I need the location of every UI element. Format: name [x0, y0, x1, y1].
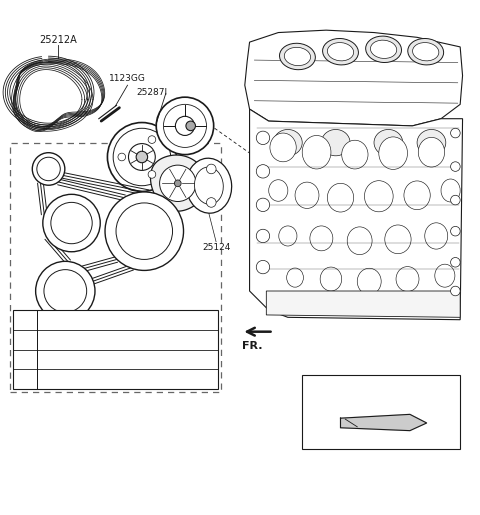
Text: AIR CON COMPRESSOR: AIR CON COMPRESSOR: [40, 335, 138, 344]
Ellipse shape: [322, 129, 350, 156]
Text: ALTERNATOR: ALTERNATOR: [40, 316, 95, 324]
Ellipse shape: [379, 137, 408, 169]
Circle shape: [136, 151, 148, 163]
Circle shape: [36, 261, 95, 321]
Ellipse shape: [347, 227, 372, 254]
Bar: [12, 310, 218, 389]
Ellipse shape: [327, 183, 354, 212]
Ellipse shape: [327, 43, 354, 61]
Circle shape: [256, 261, 270, 274]
Circle shape: [256, 229, 270, 243]
Polygon shape: [245, 30, 463, 126]
Ellipse shape: [323, 39, 359, 65]
Ellipse shape: [371, 40, 396, 58]
Circle shape: [206, 164, 216, 174]
Text: 25124: 25124: [202, 244, 230, 252]
Ellipse shape: [418, 138, 444, 167]
Circle shape: [108, 123, 176, 192]
Ellipse shape: [320, 267, 342, 291]
Ellipse shape: [404, 181, 430, 210]
Polygon shape: [266, 291, 460, 317]
Circle shape: [148, 136, 156, 143]
Ellipse shape: [357, 268, 381, 295]
Text: CRANKSHAFT: CRANKSHAFT: [40, 375, 96, 384]
Ellipse shape: [417, 129, 446, 156]
Circle shape: [148, 170, 156, 178]
Ellipse shape: [435, 264, 455, 287]
Text: WATER PUMP: WATER PUMP: [40, 355, 96, 364]
Circle shape: [256, 131, 270, 145]
Ellipse shape: [287, 268, 303, 287]
Circle shape: [256, 198, 270, 212]
Bar: [302, 375, 460, 449]
Text: CS: CS: [15, 375, 28, 384]
Ellipse shape: [366, 36, 401, 62]
Circle shape: [451, 128, 460, 138]
Text: WP: WP: [15, 355, 31, 364]
Circle shape: [116, 203, 172, 260]
Circle shape: [451, 195, 460, 205]
Circle shape: [186, 121, 195, 131]
Bar: [0, 28, 116, 147]
Circle shape: [451, 162, 460, 171]
Text: CS: CS: [137, 226, 152, 236]
Text: 1140EV: 1140EV: [125, 236, 159, 245]
Ellipse shape: [408, 39, 444, 65]
Text: 21451B: 21451B: [364, 381, 398, 390]
Ellipse shape: [269, 180, 288, 201]
Ellipse shape: [279, 43, 315, 70]
Ellipse shape: [364, 181, 393, 212]
Text: AC: AC: [15, 335, 28, 344]
Text: 25221: 25221: [132, 198, 161, 207]
Ellipse shape: [279, 226, 297, 246]
Circle shape: [118, 153, 126, 161]
Circle shape: [451, 286, 460, 296]
Ellipse shape: [413, 43, 439, 61]
Text: AN: AN: [40, 164, 57, 174]
Circle shape: [105, 192, 183, 270]
Ellipse shape: [295, 182, 319, 209]
Text: 25287I: 25287I: [136, 88, 167, 97]
Ellipse shape: [302, 135, 331, 169]
Ellipse shape: [374, 129, 403, 156]
Ellipse shape: [186, 158, 232, 213]
Polygon shape: [340, 415, 427, 431]
Polygon shape: [151, 155, 204, 211]
Circle shape: [44, 270, 87, 313]
Circle shape: [163, 105, 206, 147]
Ellipse shape: [284, 47, 311, 65]
Circle shape: [159, 165, 196, 201]
Circle shape: [451, 258, 460, 267]
Circle shape: [37, 157, 60, 181]
Circle shape: [174, 180, 181, 186]
Circle shape: [256, 165, 270, 178]
Polygon shape: [250, 109, 463, 320]
Circle shape: [129, 144, 156, 170]
Circle shape: [156, 97, 214, 154]
Circle shape: [113, 128, 170, 186]
Ellipse shape: [342, 140, 368, 169]
Ellipse shape: [270, 133, 296, 162]
Circle shape: [43, 194, 100, 252]
Text: 25212A: 25212A: [39, 35, 77, 45]
Circle shape: [51, 202, 92, 244]
Ellipse shape: [425, 223, 448, 249]
Circle shape: [175, 116, 194, 135]
Text: AN: AN: [15, 316, 29, 324]
Ellipse shape: [396, 267, 419, 291]
Text: AC: AC: [58, 286, 73, 296]
Ellipse shape: [310, 226, 333, 251]
Ellipse shape: [194, 167, 223, 204]
Bar: [10, 143, 221, 391]
Text: FR.: FR.: [242, 341, 263, 351]
Text: WP: WP: [63, 218, 81, 228]
Circle shape: [451, 227, 460, 236]
Ellipse shape: [441, 179, 460, 202]
Ellipse shape: [385, 225, 411, 254]
Ellipse shape: [274, 129, 302, 156]
Text: 1123GG: 1123GG: [109, 74, 146, 82]
Text: 25100: 25100: [142, 225, 170, 233]
Circle shape: [32, 152, 65, 185]
Circle shape: [206, 198, 216, 207]
